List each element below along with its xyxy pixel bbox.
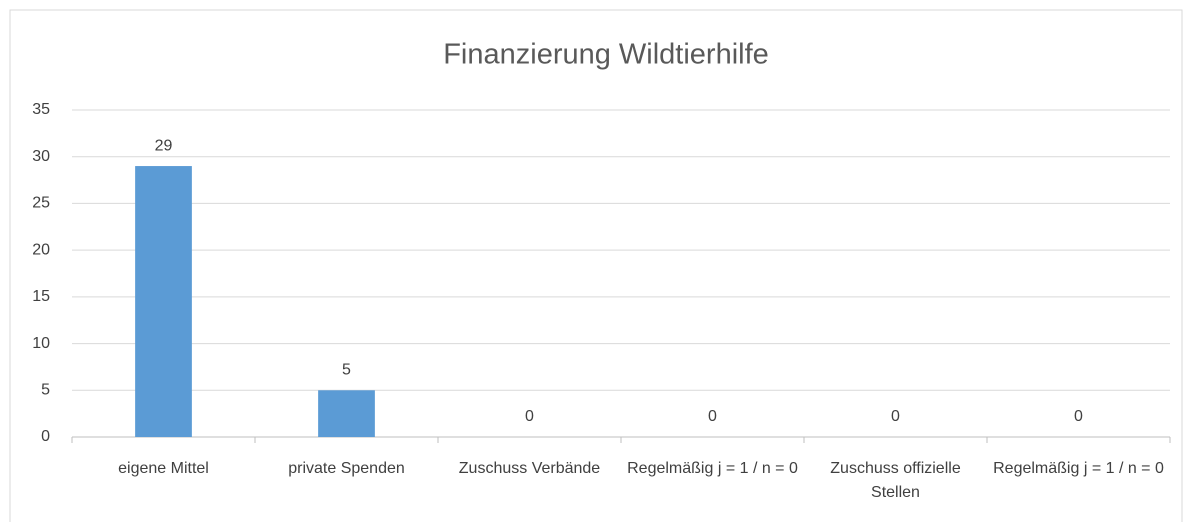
x-tick-label: Regelmäßig j = 1 / n = 0 (993, 460, 1164, 477)
y-tick-label: 25 (32, 195, 50, 212)
x-tick-label: private Spenden (288, 460, 405, 477)
x-tick-label: Zuschuss Verbände (458, 460, 601, 477)
bar (135, 166, 192, 438)
y-tick-label: 5 (41, 382, 50, 399)
x-tick-label: eigene Mittel (118, 460, 209, 477)
data-label: 0 (1074, 408, 1083, 425)
x-tick-label: Regelmäßig j = 1 / n = 0 (627, 460, 798, 477)
data-label: 29 (155, 137, 173, 154)
x-tick-label: Zuschuss offizielle Stellen (830, 460, 961, 501)
chart-title: Finanzierung Wildtierhilfe (443, 39, 769, 71)
data-label: 0 (708, 408, 717, 425)
y-tick-label: 20 (32, 241, 50, 258)
y-tick-label: 0 (41, 428, 50, 445)
data-label: 0 (891, 408, 900, 425)
y-tick-label: 35 (32, 101, 50, 118)
data-label: 5 (342, 362, 351, 379)
y-tick-label: 10 (32, 335, 50, 352)
bar (318, 390, 375, 437)
y-tick-label: 30 (32, 148, 50, 165)
y-tick-label: 15 (32, 288, 50, 305)
data-label: 0 (525, 408, 534, 425)
